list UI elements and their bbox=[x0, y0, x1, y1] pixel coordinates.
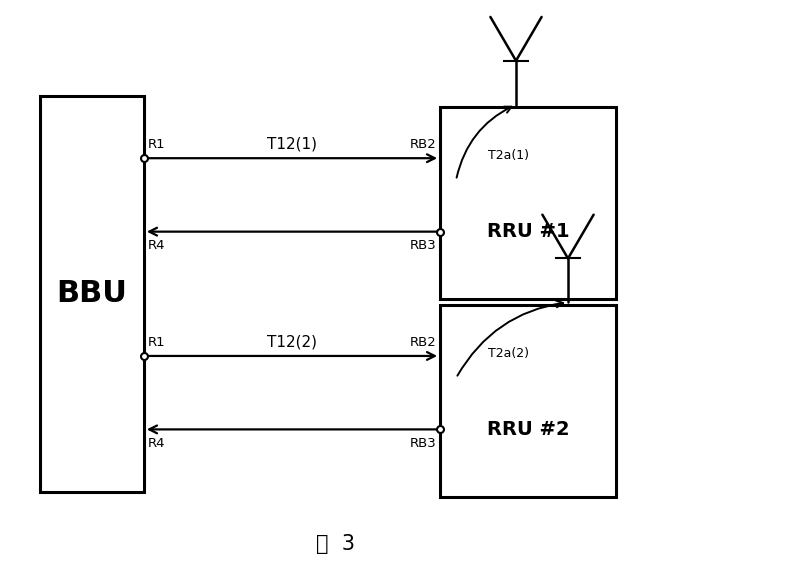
Text: RB2: RB2 bbox=[410, 138, 436, 151]
Text: RB3: RB3 bbox=[410, 239, 436, 252]
FancyBboxPatch shape bbox=[440, 305, 616, 497]
Text: R1: R1 bbox=[148, 138, 166, 151]
Text: R1: R1 bbox=[148, 336, 166, 349]
Text: R4: R4 bbox=[148, 437, 166, 450]
FancyBboxPatch shape bbox=[440, 107, 616, 299]
FancyBboxPatch shape bbox=[40, 96, 144, 492]
Text: T2a(1): T2a(1) bbox=[488, 149, 529, 162]
Text: 图  3: 图 3 bbox=[317, 534, 355, 554]
Text: T2a(2): T2a(2) bbox=[488, 346, 529, 360]
Text: RRU #2: RRU #2 bbox=[486, 420, 570, 439]
Text: T12(2): T12(2) bbox=[267, 334, 317, 349]
Text: RB3: RB3 bbox=[410, 437, 436, 450]
Text: R4: R4 bbox=[148, 239, 166, 252]
Text: T12(1): T12(1) bbox=[267, 136, 317, 151]
Text: RRU #1: RRU #1 bbox=[486, 222, 570, 241]
Text: BBU: BBU bbox=[57, 279, 127, 308]
Text: RB2: RB2 bbox=[410, 336, 436, 349]
